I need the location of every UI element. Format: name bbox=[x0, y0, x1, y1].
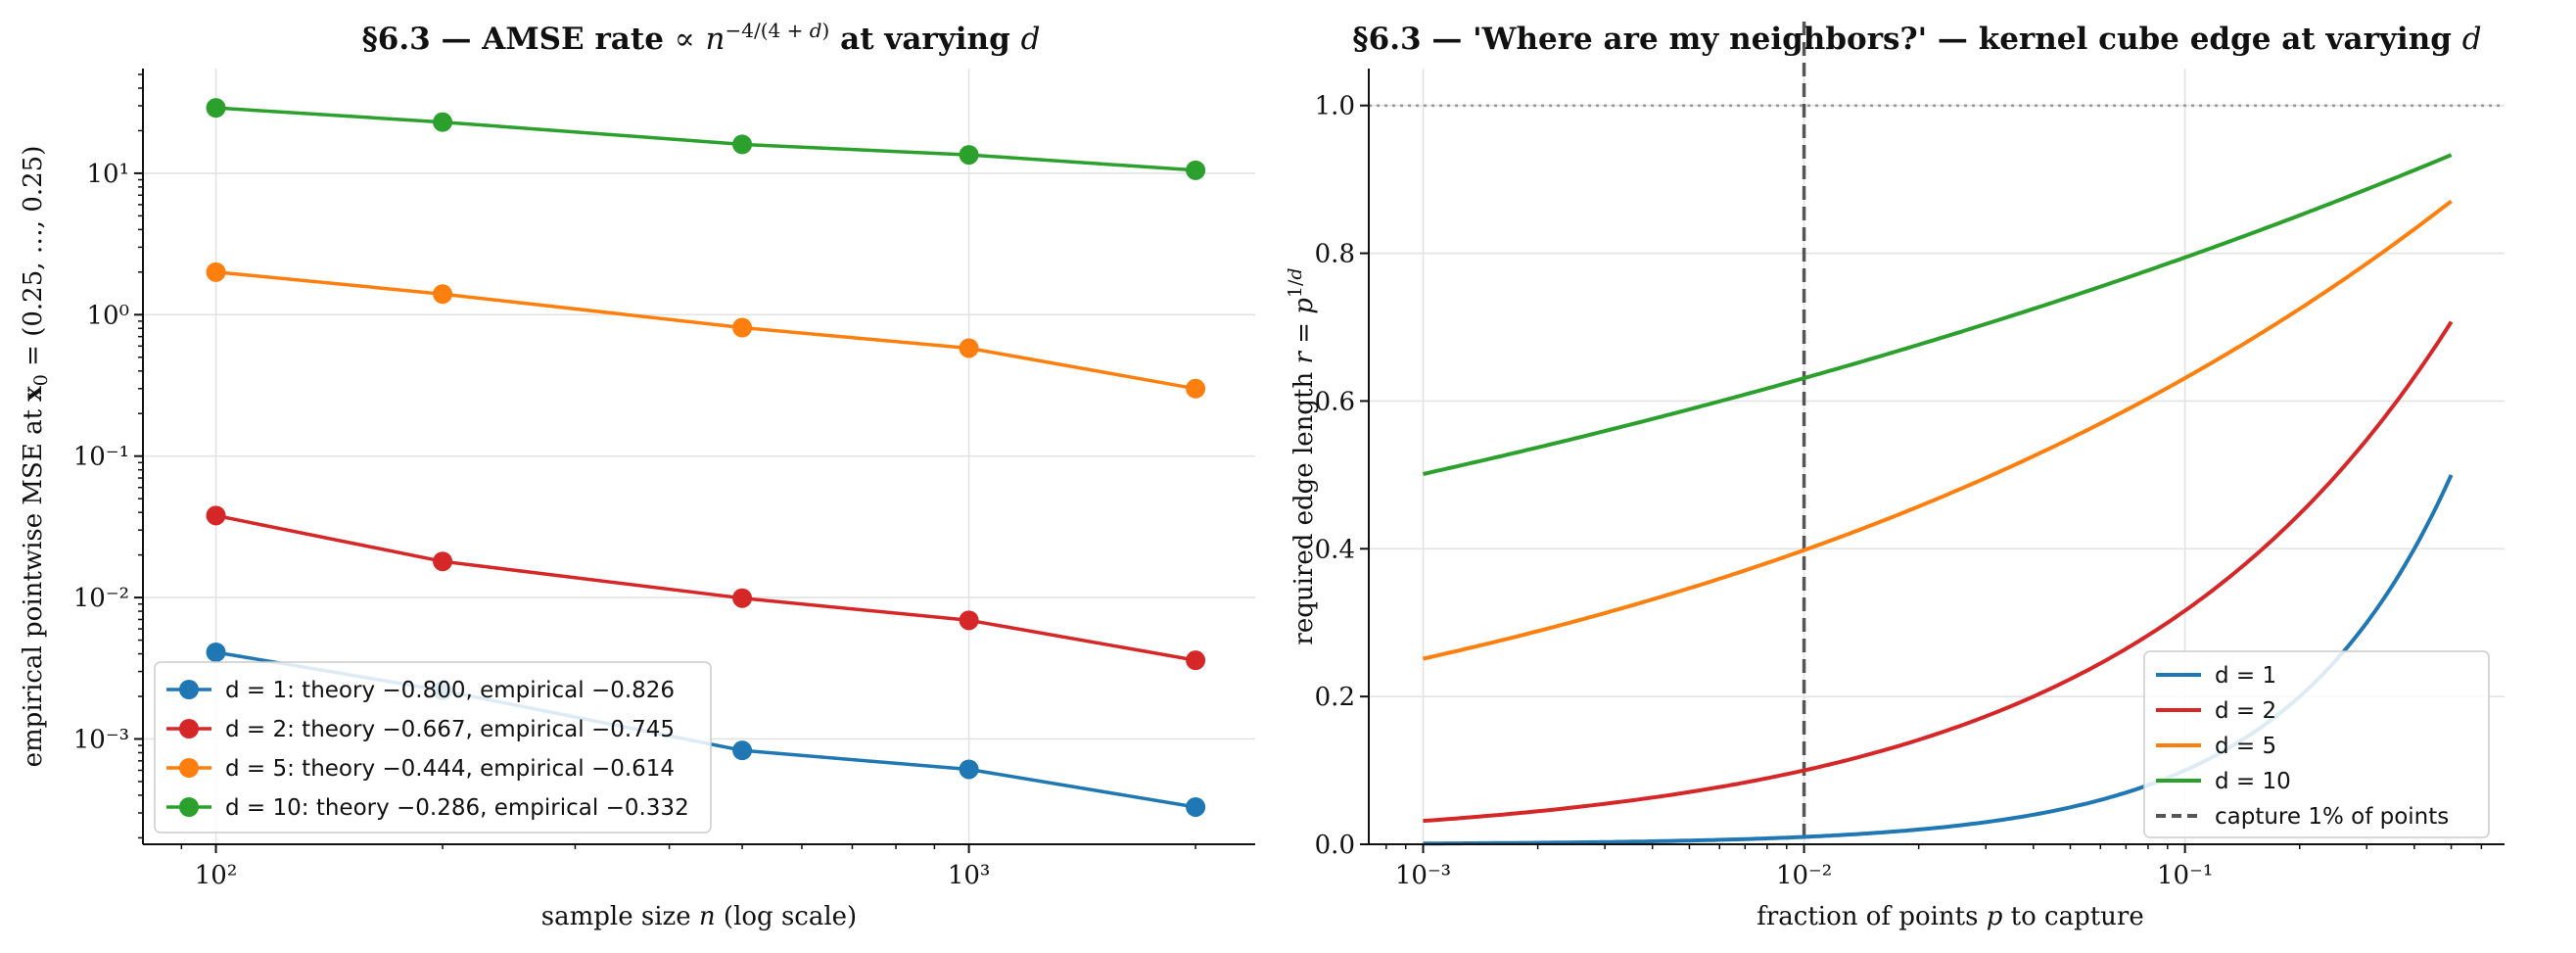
left-data-point-d2 bbox=[732, 588, 753, 608]
right-x-tick-label: 10⁻³ bbox=[1395, 861, 1451, 890]
right-legend-label: d = 1 bbox=[2215, 663, 2276, 689]
right-legend-box bbox=[2143, 650, 2490, 838]
left-legend-label: d = 10: theory −0.286, empirical −0.332 bbox=[225, 795, 689, 821]
left-data-point-d5 bbox=[732, 317, 753, 338]
left-series-line-d2 bbox=[215, 513, 1196, 662]
left-legend-swatch-marker bbox=[179, 758, 199, 778]
left-y-tick-label: 10⁻¹ bbox=[73, 443, 129, 472]
left-legend-label: d = 1: theory −0.800, empirical −0.826 bbox=[225, 678, 675, 703]
left-data-point-d10 bbox=[732, 134, 753, 155]
left-data-point-d1 bbox=[1186, 796, 1206, 817]
right-y-tick-label: 0.2 bbox=[1315, 683, 1355, 712]
right-series-group bbox=[1369, 22, 2505, 846]
right-x-tick-label: 10⁻² bbox=[1776, 861, 1832, 890]
left-x-axis-label: sample size n (log scale) bbox=[541, 902, 857, 931]
left-x-tick-label: 10² bbox=[195, 861, 238, 890]
left-data-point-d5 bbox=[433, 284, 453, 305]
right-series-curve-d2 bbox=[1423, 320, 2454, 824]
right-y-tick-label: 0.6 bbox=[1315, 387, 1355, 416]
left-x-tick-label: 10³ bbox=[948, 861, 991, 890]
right-legend-label: d = 2 bbox=[2215, 698, 2276, 724]
left-data-point-d10 bbox=[433, 112, 453, 132]
left-legend: d = 1: theory −0.800, empirical −0.826 d … bbox=[154, 661, 712, 834]
left-data-point-d1 bbox=[959, 759, 979, 780]
left-y-tick-label: 10¹ bbox=[86, 160, 129, 189]
left-ticks: 10² 10³ 10⁻³ 10⁻² 10⁻¹ 10⁰ 10¹ bbox=[73, 73, 1196, 890]
left-y-tick-label: 10⁰ bbox=[86, 301, 129, 330]
left-y-tick-label: 10⁻³ bbox=[73, 725, 129, 754]
left-data-point-d10 bbox=[959, 145, 979, 166]
left-data-point-d5 bbox=[206, 262, 226, 282]
left-legend-label: d = 2: theory −0.667, empirical −0.745 bbox=[225, 717, 675, 742]
left-legend-swatch-marker bbox=[179, 797, 199, 817]
left-legend-swatch-marker bbox=[179, 680, 199, 699]
left-series-line-d5 bbox=[215, 270, 1196, 391]
right-y-tick-label: 0.0 bbox=[1315, 831, 1355, 860]
left-y-tick-label: 10⁻² bbox=[73, 584, 129, 613]
right-legend-label: capture 1% of points bbox=[2215, 804, 2449, 830]
left-y-axis-label: empirical pointwise MSE at x0 = (0.25, …… bbox=[19, 146, 52, 768]
left-legend-swatch-marker bbox=[179, 719, 199, 739]
right-y-tick-label: 1.0 bbox=[1315, 92, 1355, 121]
left-legend-label: d = 5: theory −0.444, empirical −0.614 bbox=[225, 756, 675, 782]
right-x-tick-label: 10⁻¹ bbox=[2157, 861, 2213, 890]
left-data-point-d2 bbox=[206, 505, 226, 526]
left-data-point-d1 bbox=[732, 740, 753, 761]
left-series-line-d10 bbox=[215, 106, 1196, 172]
right-chart-title: §6.3 — 'Where are my neighbors?' — kerne… bbox=[1352, 22, 2481, 57]
right-x-axis-label: fraction of points p to capture bbox=[1756, 902, 2144, 931]
right-y-tick-label: 0.8 bbox=[1315, 240, 1355, 269]
right-legend-label: d = 10 bbox=[2215, 769, 2291, 794]
left-chart-title: §6.3 — AMSE rate ∝ n−4/(4 + d) at varyin… bbox=[362, 19, 1041, 57]
right-legend-label: d = 5 bbox=[2215, 734, 2276, 759]
right-y-tick-label: 0.4 bbox=[1315, 535, 1355, 564]
left-data-point-d10 bbox=[206, 98, 226, 119]
right-legend: d = 1 d = 2 d = 5 d = 10 capture 1% of point… bbox=[2143, 650, 2490, 838]
left-data-point-d5 bbox=[1186, 378, 1206, 399]
left-data-point-d10 bbox=[1186, 160, 1206, 180]
left-data-point-d2 bbox=[959, 610, 979, 631]
left-chart-panel: §6.3 — AMSE rate ∝ n−4/(4 + d) at varyin… bbox=[19, 19, 1255, 931]
left-data-point-d1 bbox=[206, 642, 226, 662]
left-legend-box bbox=[154, 661, 712, 834]
right-chart-panel: §6.3 — 'Where are my neighbors?' — kerne… bbox=[1285, 22, 2505, 931]
right-series-curve-d10 bbox=[1423, 153, 2453, 476]
right-series-curve-d5 bbox=[1423, 199, 2453, 661]
left-data-point-d2 bbox=[433, 551, 453, 572]
right-y-axis-label: required edge length r = p1/d bbox=[1285, 267, 1319, 644]
left-data-point-d5 bbox=[959, 338, 979, 358]
left-data-point-d2 bbox=[1186, 650, 1206, 671]
